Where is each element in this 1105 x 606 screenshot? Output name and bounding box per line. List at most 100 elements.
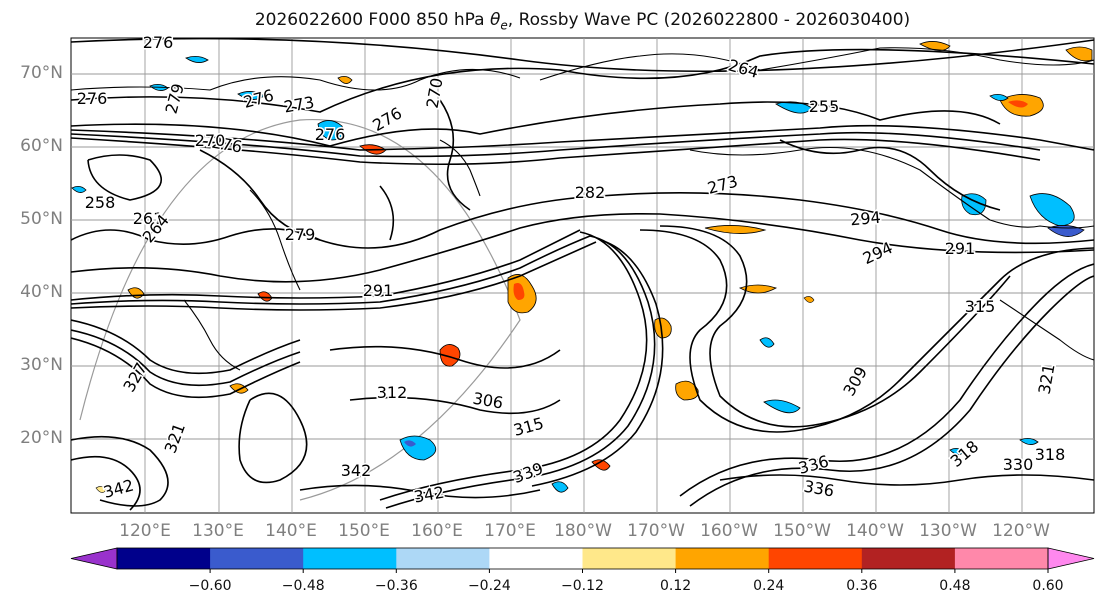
shade-positive [1065,46,1093,62]
contour-line [71,435,169,507]
colorbar-extend-high [1047,547,1095,570]
contour-line [379,185,395,241]
shade-negative [759,337,775,348]
projection-arc [79,118,521,501]
coastline [249,189,301,291]
contour-line [71,101,1001,147]
longitude-label: 140°E [265,521,317,541]
contour-line [71,137,1041,166]
map-frame [70,37,1095,514]
shade-negative [551,481,569,493]
contour-line [71,455,141,511]
shade-negative [71,186,87,193]
coastline [999,299,1094,361]
colorbar-tick-label: −0.60 [188,578,232,594]
contour-value-label: 312 [377,383,408,402]
shade-negative [961,193,987,216]
coastline [71,68,521,91]
colorbar-swatch [210,548,304,569]
longitude-label: 170°E [484,521,536,541]
longitude-label: 140°W [846,521,904,541]
contour-line [439,99,471,211]
longitude-label: 130°W [919,521,977,541]
shade-positive [1008,100,1028,108]
contour-line [87,154,162,201]
colorbar [70,547,1095,573]
latitude-label: 70°N [20,63,63,83]
longitude-label: 120°W [992,521,1050,541]
contour-value-label: 282 [575,183,606,202]
shade-negative [989,94,1009,101]
colorbar-swatch [768,548,863,569]
contour-value-label: 318 [1035,445,1066,464]
latitude-label: 40°N [20,282,63,302]
shade-positive [95,486,107,493]
latitude-label: 50°N [20,209,63,229]
contour-line [679,263,1094,497]
contour-line [329,345,561,369]
shade-negative [763,399,801,414]
shade-negative [1029,193,1075,227]
longitude-label: 160°W [700,521,758,541]
colorbar-swatch [117,548,211,569]
shade-positive [337,76,353,84]
colorbar-tick-label: −0.24 [467,578,511,594]
latitude-label: 60°N [20,136,63,156]
shade-negative [317,120,344,141]
latitude-label: 30°N [20,355,63,375]
longitude-label: 130°E [192,521,244,541]
latitude-label: 20°N [20,428,63,448]
contour-line [689,275,1094,507]
shade-positive [675,380,699,401]
coastline [539,47,1094,81]
colorbar-tick-label: 0.48 [939,578,971,594]
contour-value-label: 291 [945,239,976,258]
longitude-label: 150°W [773,521,831,541]
contour-line [71,38,1094,73]
contour-value-label: 315 [965,297,996,316]
contour-value-label: 261 [133,209,164,228]
shade-negative [404,440,416,447]
contour-value-label: 330 [1003,455,1034,474]
shade-negative [237,91,265,100]
colorbar-tick-label: 0.24 [753,578,785,594]
contour-line [71,192,1094,249]
contour-value-label: 270 [195,131,226,150]
contour-value-label: 291 [363,281,394,300]
map-title: 2026022600 F000 850 hPa θe, Rossby Wave … [254,10,911,33]
colorbar-tick-label: 0.60 [1032,578,1064,594]
shade-positive [513,283,525,300]
longitude-label: 180°W [554,521,612,541]
anomaly-shading [71,41,1093,493]
shade-negative [949,448,965,455]
longitude-label: 170°W [627,521,685,541]
shade-positive [739,284,777,294]
shade-positive [439,344,461,367]
theta-e-contours [71,38,1094,511]
colorbar-swatch [954,548,1049,569]
contour-line [71,229,581,301]
longitude-label: 120°E [119,521,171,541]
contour-value-label: 279 [285,225,316,244]
coastline [689,146,1094,229]
contour-line [71,131,1041,158]
coastlines [71,47,1094,371]
coastline [439,139,481,197]
contour-line [71,48,1094,113]
contour-line [349,396,561,415]
contour-line [238,392,308,484]
contour-line [639,229,1094,433]
colorbar-tick-label: 0.12 [660,578,692,594]
shade-positive [704,225,767,234]
colorbar-swatch [675,548,770,569]
colorbar-swatch [582,548,677,569]
shade-positive [591,459,611,471]
contour-value-label: 258 [85,193,116,212]
contour-value-label: 342 [341,461,372,480]
longitude-label: 150°E [338,521,390,541]
colorbar-swatch [861,548,956,569]
contour-value-label: 276 [77,89,108,108]
contour-value-label: 294 [849,208,881,230]
contour-line [71,241,597,311]
